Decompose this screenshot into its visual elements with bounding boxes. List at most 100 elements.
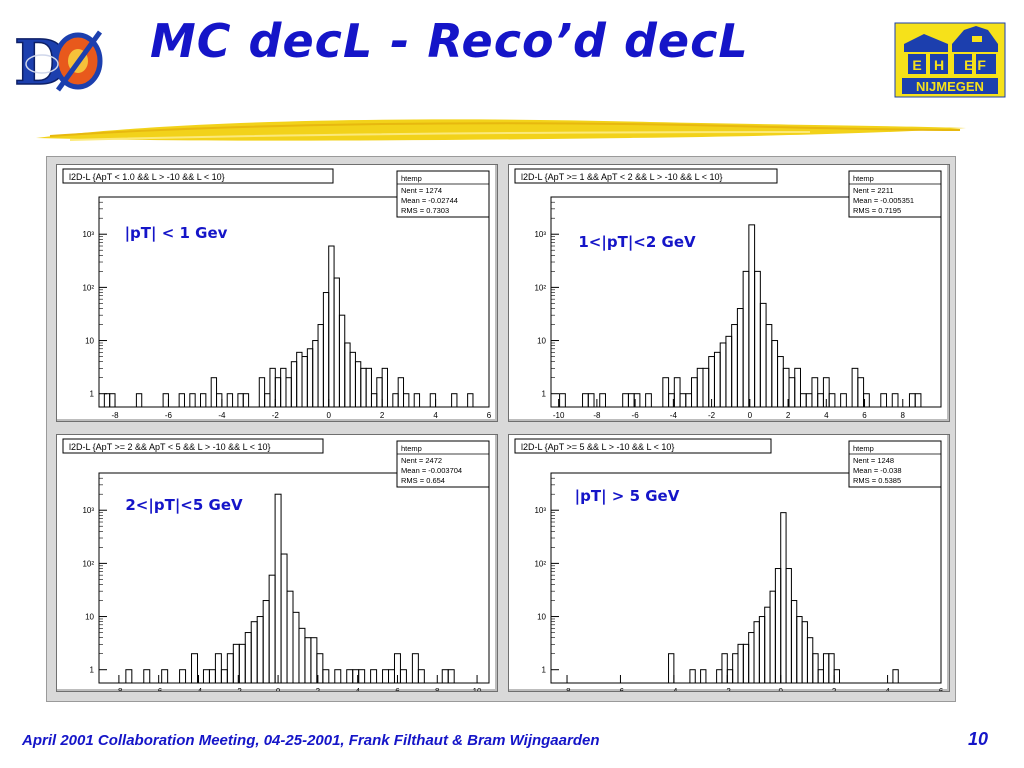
histogram-bar (467, 393, 474, 408)
histogram-bar (828, 653, 835, 684)
annotation-box (109, 219, 243, 245)
x-tick-label: 6 (939, 687, 944, 691)
histogram-bar (135, 393, 143, 408)
histogram-bar (794, 367, 801, 408)
histogram-bar (892, 669, 899, 684)
stats-mean: Mean = -0.038 (853, 466, 902, 475)
histogram-bar (806, 637, 814, 684)
histogram-bar (719, 342, 727, 408)
x-tick-label: 4 (433, 411, 438, 420)
y-tick-label: 10 (537, 613, 546, 622)
histogram-bar (753, 621, 760, 684)
histogram-bar (237, 393, 244, 408)
x-tick-label: 0 (326, 411, 331, 420)
histogram-bar (264, 393, 271, 408)
stats-name: htemp (853, 444, 874, 453)
histogram-bar (811, 377, 819, 408)
histogram-bar (370, 669, 378, 684)
y-tick-label: 10² (82, 283, 94, 292)
histogram-bar (312, 340, 319, 408)
y-tick-label: 10³ (534, 506, 546, 515)
x-tick-label: -4 (670, 687, 678, 691)
histogram-bar (702, 367, 710, 408)
histogram-bar (214, 653, 222, 684)
histogram-bar (208, 669, 216, 684)
histogram-bar (799, 393, 807, 408)
y-tick-label: 10 (85, 337, 94, 346)
stats-box (848, 440, 942, 488)
stats-entries: Nent = 1274 (401, 186, 442, 195)
histogram-bar (292, 611, 300, 684)
histogram-bar (765, 324, 773, 408)
histogram-bar (817, 393, 824, 408)
x-tick-label: -8 (593, 411, 601, 420)
y-tick-label: 10² (534, 559, 546, 568)
stats-rms: RMS = 0.5385 (853, 476, 901, 485)
histogram-bar (365, 367, 372, 408)
histogram-bar (764, 606, 771, 684)
histogram-title-box (62, 438, 324, 454)
x-tick-label: 0 (276, 687, 281, 691)
histogram-bar (785, 568, 792, 684)
histogram-bar (358, 669, 366, 684)
x-tick-label: 2 (832, 687, 837, 691)
histogram-bar (349, 351, 356, 408)
histogram-bar (109, 393, 116, 408)
pt-range-label: |pT| < 1 Gev (125, 224, 228, 243)
histogram-bar (304, 637, 312, 684)
histogram-bar (382, 669, 390, 684)
x-tick-label: -6 (632, 411, 640, 420)
histogram-bar (796, 616, 803, 684)
histogram-bar (411, 653, 419, 684)
x-tick-label: 4 (355, 687, 360, 691)
histogram-bar (360, 367, 367, 408)
x-tick-label: 0 (748, 411, 753, 420)
x-tick-label: -4 (218, 411, 226, 420)
histogram-bar (334, 669, 342, 684)
y-tick-label: 10 (537, 337, 546, 346)
histogram-title: l2D-L {ApT < 1.0 && L > -10 && L < 10} (69, 172, 225, 182)
histogram-bar (262, 600, 270, 684)
histogram-bar (822, 377, 830, 408)
d0-logo: D (12, 20, 108, 100)
histogram-bar (179, 669, 187, 684)
histogram-bar (851, 367, 859, 408)
histogram-bar (268, 574, 276, 684)
histogram-bar (388, 669, 395, 684)
histogram-bar (413, 393, 421, 408)
histogram-bar (216, 393, 223, 408)
x-tick-label: -8 (563, 687, 571, 691)
histogram-bar (226, 653, 234, 684)
histogram-bar (822, 653, 830, 684)
histogram-bar (447, 669, 455, 684)
histogram-bar (685, 393, 693, 408)
histogram-bar (754, 270, 761, 408)
histogram-bar (582, 393, 589, 408)
histogram-bar (828, 393, 836, 408)
stats-name: htemp (401, 444, 422, 453)
histogram-bar (298, 627, 306, 684)
histogram-bar (285, 377, 292, 408)
histogram-bars (125, 493, 455, 684)
histogram-bar (322, 292, 330, 408)
histogram-bar (210, 377, 218, 408)
y-tick-label: 10³ (82, 506, 94, 515)
histogram-bar (269, 367, 276, 408)
histogram-bar (748, 632, 755, 684)
histogram-bar (774, 568, 782, 684)
histogram-bar (429, 393, 437, 408)
logo-letters-ef: E F (964, 57, 986, 73)
histogram-bar (801, 621, 808, 684)
histogram-bar (189, 393, 196, 408)
histogram-bar (673, 377, 681, 408)
stats-name: htemp (401, 174, 422, 183)
stats-rms: RMS = 0.7303 (401, 206, 449, 215)
histogram-bar (812, 653, 819, 684)
x-tick-label: 4 (885, 687, 890, 691)
histogram-bar (441, 669, 449, 684)
y-tick-label: 1 (542, 666, 547, 675)
stats-box (848, 170, 942, 218)
x-tick-label: 10 (473, 687, 482, 691)
histogram-bar (399, 669, 407, 684)
histogram-pad-2: 1 10 10² 10³ -10 -8 -6 -4 -2 0 2 4 6 8 l2D-L {ApT >= 1… (508, 164, 950, 422)
